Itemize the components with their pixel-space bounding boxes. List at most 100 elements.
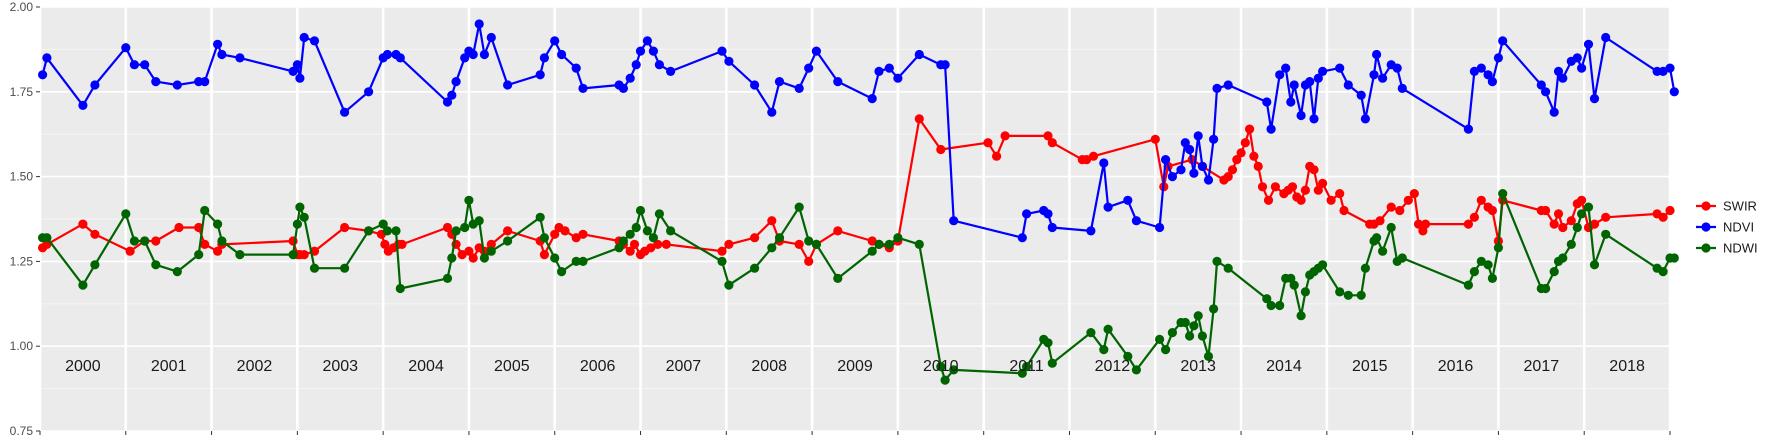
ndvi-point (1289, 80, 1299, 90)
ndvi-point (121, 43, 131, 53)
ndvi-point (1185, 144, 1195, 155)
ndwi-point (503, 236, 513, 246)
ndvi-point (460, 53, 470, 63)
swir-point (1558, 222, 1568, 233)
swir-point (646, 243, 656, 253)
swir-point (661, 239, 671, 249)
ndvi-point (1305, 77, 1315, 87)
ndwi-point (774, 233, 785, 243)
swir-point (767, 216, 777, 226)
swir-point (1566, 216, 1576, 226)
ndvi-point (292, 60, 302, 70)
ndwi-point (635, 205, 646, 216)
swir-point (90, 229, 100, 239)
year-label: 2002 (237, 358, 273, 375)
ndwi-point (949, 365, 959, 375)
ndvi-point (1161, 155, 1171, 165)
year-label: 2008 (751, 358, 787, 375)
ndvi-point (1577, 63, 1587, 73)
swir-point (914, 114, 924, 124)
swir-point (125, 246, 135, 256)
y-tick-label: 1.50 (10, 170, 34, 184)
ndvi-point (1313, 73, 1323, 83)
swir-point (550, 229, 560, 239)
ndvi-point (340, 107, 350, 117)
ndwi-point (90, 260, 100, 270)
ndvi-point (1356, 90, 1366, 100)
y-axis: 0.75 1.00 1.25 1.50 1.75 2.00 (10, 0, 40, 438)
ndvi-point (1541, 87, 1551, 97)
ndvi-point (1286, 97, 1296, 107)
ndvi-point (1167, 172, 1177, 182)
ndvi-point (1360, 114, 1370, 124)
ndwi-point (1493, 243, 1503, 253)
ndwi-point (1189, 321, 1199, 331)
ndvi-point (1483, 70, 1493, 80)
ndwi-point (1296, 311, 1306, 321)
ndwi-point (1017, 368, 1027, 378)
ndvi-point (1176, 165, 1186, 175)
swir-point (1257, 182, 1268, 192)
swir-point (1589, 219, 1600, 229)
ndwi-point (194, 250, 204, 260)
ndvi-point (1309, 114, 1319, 124)
ndvi-point (1209, 134, 1219, 144)
ndvi-point (557, 49, 567, 60)
ndwi-point (666, 226, 676, 236)
ndvi-point (550, 36, 560, 46)
ndwi-point (557, 267, 567, 277)
ndwi-point (1572, 222, 1582, 233)
ndvi-point (774, 77, 785, 87)
swir-point (1395, 205, 1405, 216)
ndwi-point (235, 250, 245, 260)
swir-point (1335, 189, 1345, 199)
ndvi-point (1335, 63, 1345, 73)
year-label: 2011 (1009, 358, 1044, 375)
ndwi-point (1343, 290, 1353, 300)
swir-point (1665, 205, 1675, 216)
swir-point (1227, 165, 1238, 175)
ndwi-point (447, 253, 457, 263)
swir-point (1318, 178, 1328, 188)
year-label: 2005 (494, 358, 530, 375)
ndvi-point (539, 53, 550, 63)
ndvi-point (1392, 63, 1402, 73)
y-tick-label: 1.00 (10, 339, 34, 353)
ndwi-point (451, 226, 461, 236)
ndvi-point (1601, 32, 1611, 43)
swir-point (936, 144, 946, 155)
ndvi-point (642, 36, 653, 46)
ndwi-point (874, 239, 884, 249)
year-label: 2013 (1180, 358, 1216, 375)
ndwi-point (1022, 362, 1032, 372)
swir-point (1658, 212, 1668, 222)
ndwi-point (1123, 351, 1133, 361)
ndvi-point (635, 46, 646, 56)
ndvi-point (1343, 80, 1353, 90)
ndvi-point (1043, 209, 1053, 219)
ndwi-point (1131, 365, 1141, 375)
ndvi-point (767, 107, 777, 117)
legend-swir-key-point (1701, 201, 1711, 211)
swir-point (1236, 148, 1246, 158)
ndvi-point (1493, 53, 1503, 63)
swir-point (503, 226, 513, 236)
ndwi-point (936, 362, 946, 372)
ndwi-point (1541, 283, 1551, 294)
ndwi-point (1185, 331, 1195, 341)
ndwi-point (884, 239, 894, 249)
ndwi-point (804, 236, 814, 246)
ndwi-point (299, 212, 309, 222)
ndvi-point (217, 49, 227, 60)
y-tick-label: 1.75 (10, 85, 34, 99)
ndvi-point (833, 77, 843, 87)
swir-point (1487, 205, 1497, 216)
year-label: 2000 (65, 358, 101, 375)
year-label: 2015 (1352, 358, 1388, 375)
ndvi-point (1212, 83, 1222, 93)
ndwi-point (364, 226, 374, 236)
ndwi-point (1103, 324, 1113, 334)
ndwi-point (121, 209, 131, 219)
ndwi-point (378, 219, 388, 229)
ndvi-point (129, 60, 139, 70)
